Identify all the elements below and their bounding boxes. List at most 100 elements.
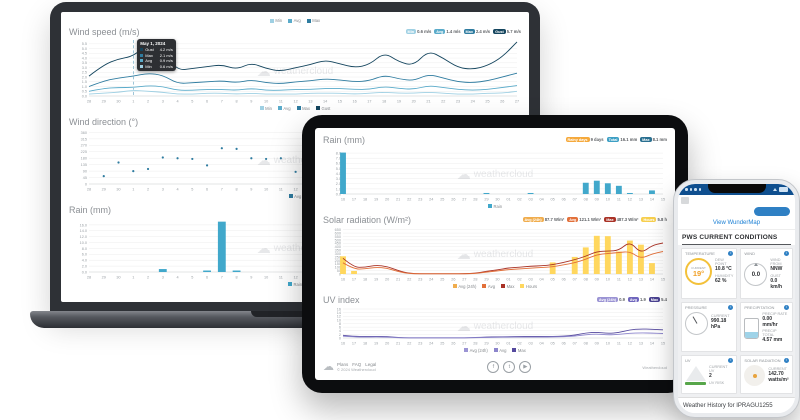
info-icon[interactable]: i xyxy=(728,304,734,310)
legend-item[interactable]: Max xyxy=(306,18,320,23)
svg-text:4: 4 xyxy=(339,329,341,333)
pws-section-title: PWS CURRENT CONDITIONS xyxy=(682,230,791,245)
svg-text:19: 19 xyxy=(374,342,378,346)
svg-text:350: 350 xyxy=(335,249,341,253)
svg-text:06: 06 xyxy=(562,342,566,346)
twitter-icon[interactable]: t xyxy=(503,361,516,373)
stat-badge-avg: Avg 1.4 m/s xyxy=(434,29,461,34)
footer-link-plans[interactable]: Plans xyxy=(337,362,349,367)
svg-text:03: 03 xyxy=(528,342,532,346)
legend-item[interactable]: Max xyxy=(512,348,526,353)
svg-text:15: 15 xyxy=(338,100,342,104)
info-icon[interactable]: i xyxy=(783,304,789,310)
legend-item[interactable]: Avg xyxy=(288,194,301,199)
tablet-rain-legend: Rain xyxy=(323,202,667,210)
svg-text:2.0: 2.0 xyxy=(82,75,87,79)
stat-badge-avg: Avg 121.1 W/m² xyxy=(567,217,602,222)
rain_tablet-svg: 0.01.02.03.04.05.06.07.0 8.0 16 17 18 19 20 21 2… xyxy=(336,151,665,202)
legend-item[interactable]: Gust xyxy=(315,106,330,111)
svg-text:200: 200 xyxy=(335,259,341,263)
solar-chart[interactable]: 0 50 100 150 200 250 300 350 400 450 500 550 600 650 1… xyxy=(323,226,667,282)
tile-pressure[interactable]: PRESSURE i CURRENT 990.18 hPa xyxy=(681,301,738,353)
legend-item[interactable]: Avg xyxy=(288,18,301,23)
svg-text:23: 23 xyxy=(418,342,422,346)
legend-item[interactable]: Max xyxy=(296,106,310,111)
legend-item[interactable]: Avg (24h) xyxy=(464,348,488,353)
svg-text:02: 02 xyxy=(517,278,521,282)
tile-precipitation[interactable]: PRECIPITATION i PRECIP RATE 0.00 mm/hr PRECI… xyxy=(740,301,793,353)
info-icon[interactable]: i xyxy=(783,358,789,364)
svg-text:11: 11 xyxy=(279,276,283,280)
legend-item[interactable]: Min xyxy=(259,106,272,111)
svg-text:06: 06 xyxy=(562,278,566,282)
follow-button[interactable] xyxy=(754,206,790,216)
legend-item[interactable]: Avg xyxy=(277,106,291,111)
menu-icon[interactable] xyxy=(681,196,689,204)
svg-text:135: 135 xyxy=(81,163,87,167)
svg-text:11: 11 xyxy=(279,100,283,104)
svg-text:0: 0 xyxy=(339,336,341,340)
svg-text:3: 3 xyxy=(162,276,164,280)
svg-text:18: 18 xyxy=(363,198,367,202)
tile-solar[interactable]: SOLAR RADIATION i CURRENT 142.70 watts/m² xyxy=(740,355,793,394)
wind-speed-title: Wind speed (m/s) xyxy=(69,26,140,37)
svg-text:27: 27 xyxy=(462,278,466,282)
svg-text:30: 30 xyxy=(495,198,499,202)
svg-text:23: 23 xyxy=(456,100,460,104)
solar-radiation-icon xyxy=(744,365,766,387)
tablet-device: Rain (mm) Rainy days 9 days Total 16.1 mm Ma… xyxy=(302,115,688,393)
svg-text:12: 12 xyxy=(294,276,298,280)
tile-uv[interactable]: UV i CURRENT UV 2 UV RISK xyxy=(681,355,738,394)
svg-text:9: 9 xyxy=(250,188,252,192)
tooltip-cursor-line xyxy=(133,40,135,95)
legend-item[interactable]: Max xyxy=(501,284,514,289)
legend-item[interactable]: Avg (24h) xyxy=(452,284,476,289)
info-icon[interactable]: i xyxy=(783,251,789,256)
svg-text:10: 10 xyxy=(264,188,268,192)
legend-item[interactable]: Hours xyxy=(520,284,537,289)
tile-row-value: 990.18 hPa xyxy=(711,318,727,331)
rain-legend: Rain xyxy=(69,280,521,288)
tile-label: WIND xyxy=(744,251,756,256)
tile-row-label: DEW POINT xyxy=(715,258,727,266)
svg-text:10: 10 xyxy=(264,276,268,280)
uv-chart[interactable]: 0 2 4 6 8 10 12 14 16 16 17 18 19 20 21 22 23 24 25 26 27 28 2… xyxy=(323,306,667,346)
svg-text:18: 18 xyxy=(363,342,367,346)
svg-text:16: 16 xyxy=(341,278,345,282)
svg-text:22: 22 xyxy=(407,278,411,282)
svg-text:25: 25 xyxy=(440,278,444,282)
svg-text:50: 50 xyxy=(337,269,341,273)
svg-text:04: 04 xyxy=(540,278,544,282)
svg-text:8: 8 xyxy=(236,188,238,192)
footer-link-legal[interactable]: Legal xyxy=(365,362,377,367)
svg-text:600: 600 xyxy=(335,231,341,235)
svg-text:16: 16 xyxy=(341,198,345,202)
youtube-icon[interactable]: ▶ xyxy=(519,361,532,373)
svg-text:2: 2 xyxy=(147,276,149,280)
svg-text:30: 30 xyxy=(116,188,120,192)
svg-text:28: 28 xyxy=(473,342,477,346)
info-icon[interactable]: i xyxy=(728,358,734,364)
legend-item[interactable]: Rain xyxy=(287,282,302,287)
svg-text:10: 10 xyxy=(337,318,341,322)
solar-title: Solar radiation (W/m²) xyxy=(323,214,412,225)
legend-item[interactable]: Rain xyxy=(487,204,502,209)
info-icon[interactable]: i xyxy=(728,251,734,256)
svg-text:01: 01 xyxy=(506,342,510,346)
solar-svg: 0501001502002503003504004505005506006501… xyxy=(335,228,665,282)
weather-history-link[interactable]: Weather History for IPRAGU1255 xyxy=(678,397,795,413)
legend-item[interactable]: Avg xyxy=(482,284,495,289)
legend-item[interactable]: Min xyxy=(269,18,282,23)
legend-item[interactable]: Avg xyxy=(493,348,506,353)
tile-temperature[interactable]: TEMPERATURE i CURRENT 19° DEW POINT 10.8 °C HU… xyxy=(681,248,738,299)
tablet-rain-chart[interactable]: 0.0 1.0 2.0 3.0 4.0 5.0 6.0 7.0 8.0 16 17 18 19 20 21 2… xyxy=(323,146,667,202)
svg-text:28: 28 xyxy=(87,188,91,192)
tile-wind[interactable]: WIND i 0.0 WIND FROM NNW GUST 0.0 km/h xyxy=(740,248,793,299)
wundermap-link[interactable]: View WunderMap xyxy=(678,217,795,230)
wind-speed-chart[interactable]: 0.0 0.5 1.0 1.5 2.0 2.5 3.0 3.5 4.0 4.5 5.0 5.5 28 29… xyxy=(69,38,521,104)
svg-text:29: 29 xyxy=(484,278,488,282)
footer-link-faq[interactable]: FAQ xyxy=(352,362,362,367)
facebook-icon[interactable]: f xyxy=(487,361,500,373)
condition-tiles: TEMPERATURE i CURRENT 19° DEW POINT 10.8 °C HU… xyxy=(678,245,795,397)
svg-text:08: 08 xyxy=(584,342,588,346)
